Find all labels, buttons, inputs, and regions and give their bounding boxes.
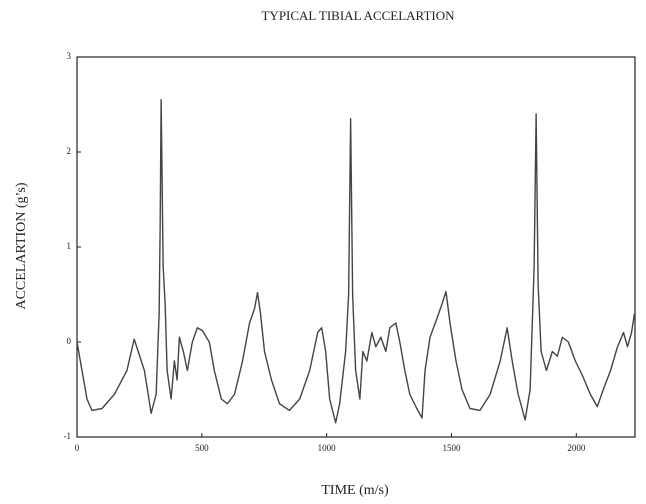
y-tick-label: 1 — [67, 241, 72, 251]
y-tick-label: 3 — [67, 51, 72, 61]
y-tick-label: -1 — [64, 431, 72, 441]
x-tick-label: 2000 — [567, 443, 586, 453]
x-tick-label: 500 — [195, 443, 209, 453]
x-tick-label: 0 — [75, 443, 80, 453]
y-axis-label: ACCELARTION (g’s) — [14, 182, 29, 309]
chart-title: TYPICAL TIBIAL ACCELARTION — [261, 8, 455, 23]
y-tick-label: 2 — [67, 146, 72, 156]
data-line — [76, 99, 636, 424]
x-tick-label: 1000 — [318, 443, 337, 453]
x-tick-label: 1500 — [442, 443, 461, 453]
x-axis-label: TIME (m/s) — [321, 483, 389, 498]
y-tick-label: 0 — [67, 336, 72, 346]
